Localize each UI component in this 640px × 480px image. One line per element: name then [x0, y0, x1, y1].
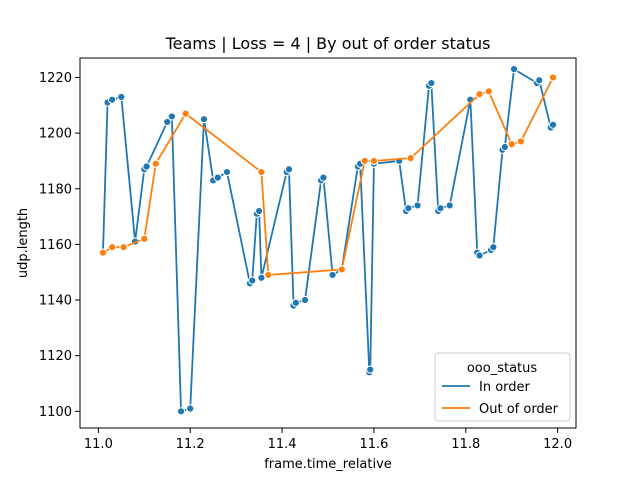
legend-label-in-order: In order: [479, 380, 531, 395]
data-point-in-order: [366, 365, 375, 374]
data-point-in-order: [257, 273, 266, 282]
data-point-in-order: [548, 120, 558, 129]
legend-box: [434, 352, 571, 422]
data-point-out-of-order: [360, 156, 369, 166]
y-tick-label: 1100: [39, 405, 72, 420]
y-axis-ticks: 1100 1120 1140 1160 1180 1200 1220: [39, 71, 80, 420]
data-point-out-of-order: [406, 154, 415, 163]
series-in-order: [98, 65, 558, 416]
data-point-in-order: [255, 206, 264, 216]
data-point-out-of-order: [264, 270, 273, 280]
data-point-in-order: [291, 298, 300, 307]
x-axis-label: frame.time_relative: [264, 457, 392, 472]
data-point-in-order: [427, 78, 436, 88]
data-point-in-order: [117, 92, 126, 102]
series-out-of-order: [98, 73, 558, 280]
y-tick-label: 1200: [39, 127, 72, 142]
data-point-in-order: [108, 95, 117, 104]
data-point-in-order: [300, 295, 310, 305]
x-tick-label: 12.0: [543, 437, 572, 452]
data-point-in-order: [176, 407, 186, 416]
x-axis-ticks: 11.0 11.2 11.4 11.6 11.8 12.0: [84, 428, 572, 452]
data-point-in-order: [163, 117, 172, 127]
series-layer: [98, 65, 558, 416]
data-point-in-order: [500, 142, 509, 152]
data-point-out-of-order: [337, 265, 346, 274]
data-point-in-order: [328, 270, 337, 280]
y-tick-label: 1120: [39, 349, 72, 364]
data-point-in-order: [489, 243, 498, 252]
chart-title: Teams | Loss = 4 | By out of order statu…: [165, 34, 491, 53]
y-tick-label: 1140: [39, 294, 72, 309]
data-point-in-order: [445, 201, 454, 210]
data-point-in-order: [413, 201, 422, 210]
data-point-in-order: [404, 204, 413, 213]
y-tick-label: 1180: [39, 182, 72, 197]
data-point-out-of-order: [108, 243, 117, 252]
data-point-out-of-order: [369, 156, 379, 166]
data-point-in-order: [213, 173, 222, 182]
data-point-out-of-order: [484, 87, 493, 96]
data-point-in-order: [248, 276, 257, 285]
y-tick-label: 1160: [39, 238, 72, 253]
data-point-in-order: [186, 404, 195, 413]
data-point-out-of-order: [507, 140, 516, 149]
data-point-out-of-order: [140, 234, 149, 243]
x-tick-label: 11.0: [84, 437, 113, 452]
x-tick-label: 11.2: [176, 437, 205, 452]
data-point-out-of-order: [151, 159, 160, 168]
data-point-out-of-order: [475, 90, 484, 99]
data-point-out-of-order: [119, 243, 128, 252]
data-point-in-order: [284, 165, 294, 174]
y-tick-label: 1220: [39, 71, 72, 86]
data-point-out-of-order: [98, 248, 108, 257]
data-point-in-order: [436, 204, 445, 213]
x-tick-label: 11.6: [359, 437, 388, 452]
legend: ooo_status In order Out of order: [434, 352, 571, 422]
data-point-in-order: [222, 167, 232, 177]
data-point-out-of-order: [181, 109, 190, 118]
data-point-in-order: [509, 65, 519, 74]
data-point-in-order: [475, 251, 484, 260]
legend-label-out-of-order: Out of order: [479, 402, 559, 417]
data-point-in-order: [199, 115, 209, 124]
data-point-out-of-order: [516, 137, 525, 146]
y-axis-label: udp.length: [16, 208, 31, 278]
x-tick-label: 11.4: [268, 437, 297, 452]
data-point-in-order: [142, 162, 151, 171]
data-point-out-of-order: [257, 167, 266, 177]
legend-title: ooo_status: [467, 361, 538, 376]
data-point-in-order: [167, 112, 176, 121]
data-point-in-order: [319, 173, 328, 182]
plot-frame: [79, 57, 577, 429]
x-tick-label: 11.8: [451, 437, 480, 452]
data-point-in-order: [535, 76, 544, 85]
data-point-out-of-order: [548, 73, 558, 82]
